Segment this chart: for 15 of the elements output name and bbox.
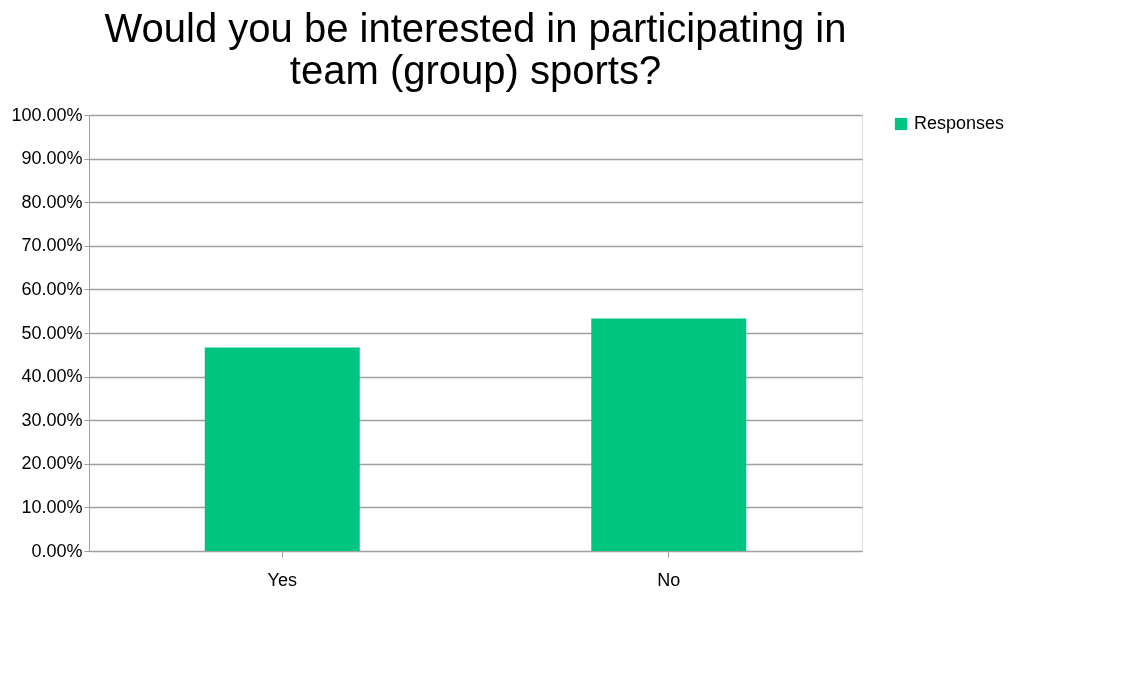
y-tick-label: 100.00% [11, 104, 83, 125]
y-tick-label: 40.00% [21, 366, 83, 387]
y-tick-label: 20.00% [21, 453, 83, 474]
y-tick-label: 10.00% [21, 496, 83, 517]
y-tick-label: 30.00% [21, 409, 83, 430]
text: Would you be interested in participating in [104, 6, 847, 50]
x-tick-label: Yes [267, 569, 297, 590]
y-tick-label: 60.00% [21, 278, 83, 299]
y-tick-label: 90.00% [21, 148, 83, 169]
y-tick-label: 0.00% [31, 540, 83, 561]
y-tick-label: 80.00% [21, 191, 83, 212]
x-tick-label: No [657, 569, 681, 590]
legend-label: Responses [914, 113, 1005, 133]
y-tick-label: 70.00% [21, 235, 83, 256]
y-tick-label: 50.00% [21, 322, 83, 343]
